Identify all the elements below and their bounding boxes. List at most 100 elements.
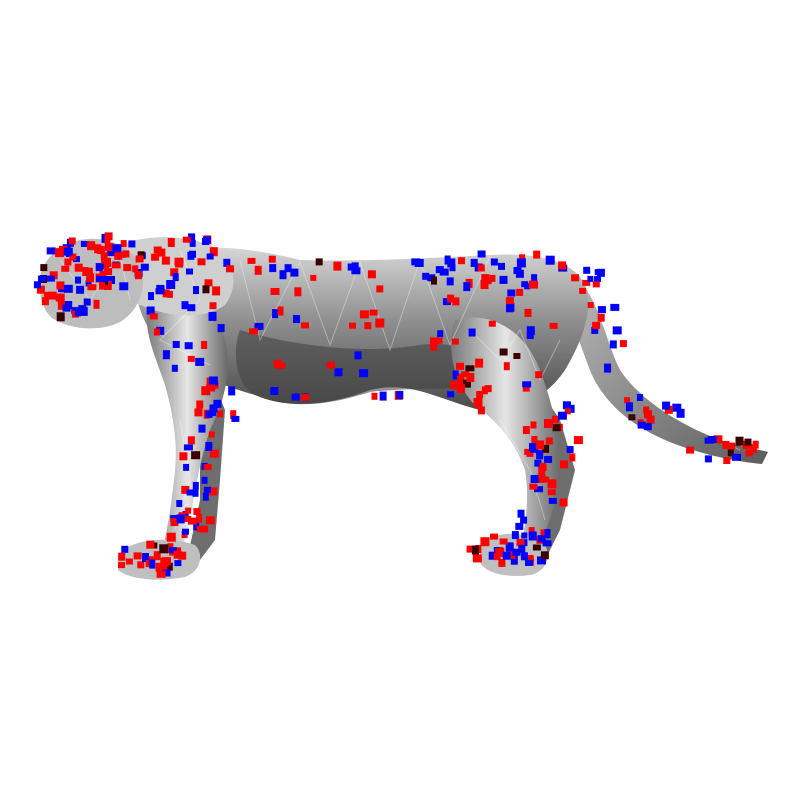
feature-marker bbox=[521, 281, 529, 288]
feature-marker bbox=[209, 449, 219, 458]
feature-marker bbox=[80, 241, 89, 247]
feature-marker bbox=[597, 306, 606, 314]
feature-marker bbox=[364, 322, 372, 330]
feature-marker bbox=[104, 237, 111, 244]
feature-marker bbox=[157, 248, 166, 257]
feature-marker bbox=[557, 411, 567, 420]
feature-marker bbox=[359, 310, 369, 319]
feature-marker bbox=[532, 544, 541, 551]
feature-marker bbox=[96, 246, 105, 255]
feature-marker bbox=[209, 408, 217, 417]
feature-marker bbox=[209, 487, 218, 496]
feature-marker bbox=[564, 408, 571, 415]
feature-marker bbox=[149, 313, 158, 320]
feature-marker bbox=[539, 462, 546, 470]
feature-marker bbox=[450, 381, 458, 390]
feature-marker bbox=[525, 559, 533, 566]
feature-marker bbox=[498, 558, 506, 567]
feature-marker bbox=[540, 529, 548, 536]
feature-marker bbox=[104, 243, 114, 252]
feature-marker bbox=[270, 288, 280, 295]
feature-marker bbox=[112, 244, 122, 253]
feature-marker bbox=[186, 489, 195, 496]
feature-marker bbox=[145, 560, 153, 568]
feature-marker bbox=[121, 545, 129, 553]
feature-marker bbox=[185, 507, 192, 514]
feature-marker bbox=[498, 262, 505, 270]
feature-marker bbox=[290, 268, 299, 277]
feature-marker bbox=[69, 253, 77, 261]
feature-marker bbox=[40, 264, 48, 272]
feature-marker bbox=[519, 254, 526, 262]
near-front-leg bbox=[146, 296, 228, 562]
feature-marker bbox=[545, 437, 553, 445]
feature-marker bbox=[100, 252, 108, 260]
feature-marker bbox=[189, 239, 196, 247]
feature-marker bbox=[148, 292, 154, 301]
feature-marker bbox=[594, 276, 601, 283]
feature-marker bbox=[268, 255, 276, 263]
feature-marker bbox=[480, 537, 490, 547]
feature-marker bbox=[181, 485, 190, 494]
feature-marker bbox=[55, 293, 65, 302]
feature-marker bbox=[367, 270, 376, 279]
feature-marker bbox=[217, 410, 224, 418]
feature-marker bbox=[189, 250, 196, 258]
feature-marker bbox=[87, 284, 97, 291]
feature-marker bbox=[518, 544, 526, 553]
feature-marker bbox=[507, 289, 516, 297]
feature-marker bbox=[76, 285, 85, 294]
feature-marker bbox=[254, 265, 262, 275]
feature-marker bbox=[369, 309, 378, 316]
feature-marker bbox=[120, 251, 127, 258]
feature-marker bbox=[505, 297, 514, 305]
feature-marker bbox=[531, 436, 538, 443]
feature-marker bbox=[643, 406, 650, 414]
feature-marker bbox=[495, 548, 505, 557]
feature-marker bbox=[430, 341, 438, 351]
feature-marker bbox=[208, 311, 217, 321]
feature-marker bbox=[727, 442, 736, 450]
feature-marker bbox=[201, 341, 208, 349]
feature-marker bbox=[172, 341, 180, 348]
feature-marker bbox=[490, 258, 498, 266]
feature-marker bbox=[744, 438, 752, 446]
feature-marker bbox=[591, 326, 599, 334]
feature-marker bbox=[140, 263, 149, 271]
feature-marker bbox=[396, 391, 404, 399]
feature-marker bbox=[516, 288, 524, 296]
feature-marker bbox=[56, 312, 65, 322]
feature-marker bbox=[118, 562, 125, 569]
feature-marker bbox=[202, 285, 210, 294]
feature-marker bbox=[468, 328, 476, 337]
feature-marker bbox=[544, 419, 553, 428]
feature-marker bbox=[735, 436, 744, 446]
feature-marker bbox=[293, 315, 300, 324]
feature-marker bbox=[173, 550, 182, 559]
feature-marker bbox=[100, 276, 109, 282]
feature-marker bbox=[41, 297, 49, 306]
feature-marker bbox=[619, 340, 627, 348]
feature-marker bbox=[422, 272, 430, 280]
feature-marker bbox=[628, 414, 636, 421]
feature-marker bbox=[85, 280, 92, 287]
feature-marker bbox=[560, 460, 568, 469]
feature-marker bbox=[499, 275, 508, 284]
feature-marker bbox=[103, 281, 112, 290]
feature-marker bbox=[167, 238, 175, 247]
feature-marker bbox=[359, 369, 369, 378]
feature-marker bbox=[196, 526, 205, 533]
feature-marker bbox=[522, 381, 532, 388]
feature-marker bbox=[449, 264, 456, 272]
feature-marker bbox=[544, 529, 551, 539]
feature-marker bbox=[439, 268, 449, 276]
feature-marker bbox=[162, 569, 171, 577]
feature-marker bbox=[609, 340, 617, 349]
feature-marker bbox=[636, 394, 643, 401]
feature-marker bbox=[68, 237, 76, 245]
feature-marker bbox=[465, 365, 475, 372]
feature-marker bbox=[376, 285, 384, 293]
feature-marker bbox=[172, 273, 179, 282]
feature-marker bbox=[107, 250, 116, 257]
feature-marker bbox=[96, 275, 102, 282]
